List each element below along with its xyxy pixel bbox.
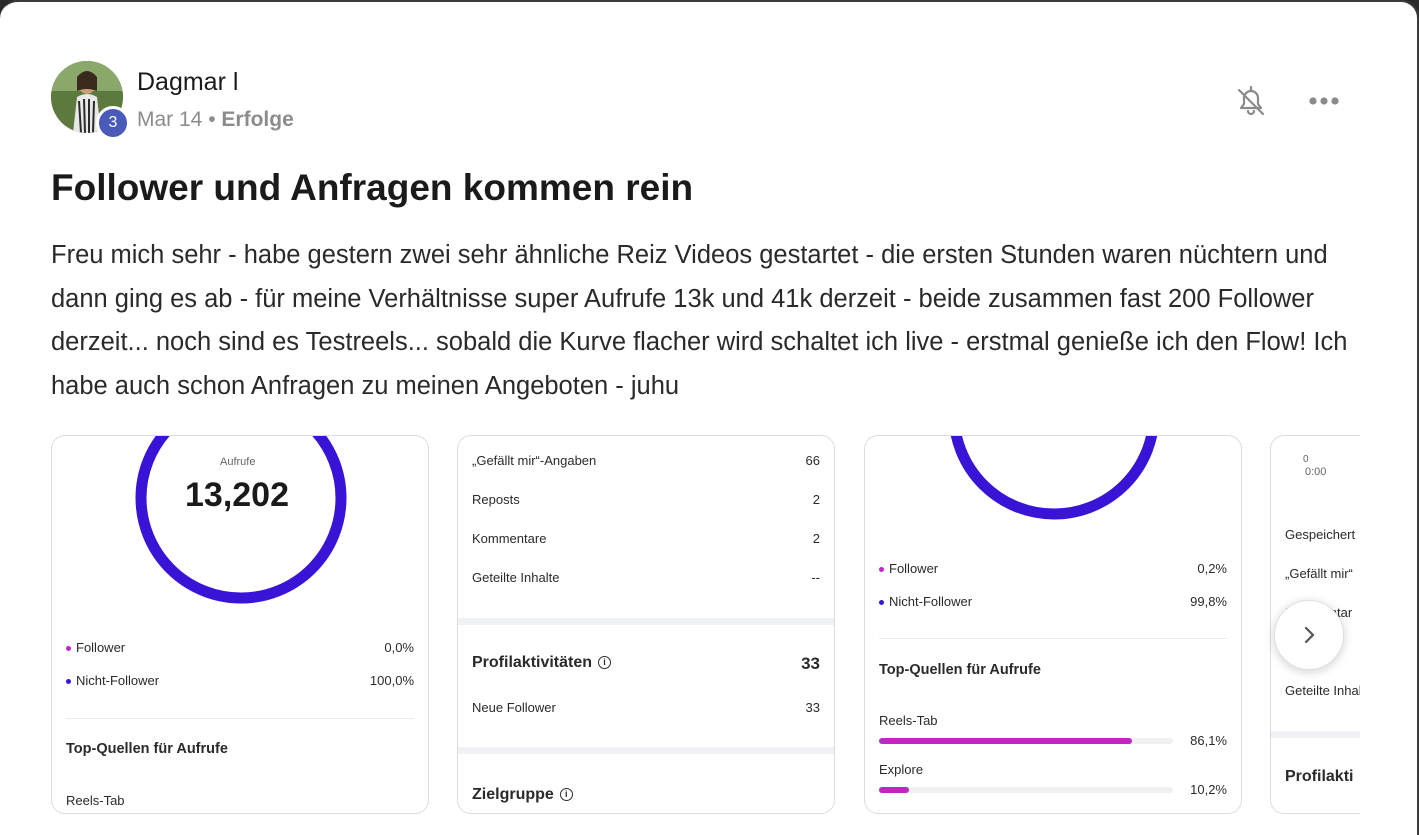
bar-label: Reels-Tab <box>66 793 125 808</box>
ring-value: 13,202 <box>185 476 289 514</box>
row-label: Nicht-Follower <box>879 594 972 609</box>
avatar[interactable] <box>51 61 123 133</box>
row-label: Follower <box>879 561 938 576</box>
info-icon: i <box>598 656 612 670</box>
post-category[interactable]: Erfolge <box>221 108 294 131</box>
gallery-image-3[interactable]: Follower 0,2% Nicht-Follower 99,8% Top-Q… <box>864 435 1242 814</box>
axis-time: 0:00 <box>1305 466 1327 478</box>
section-divider <box>458 747 834 754</box>
row-label: Geteilte Inhalte <box>472 570 560 585</box>
row-label: Follower <box>66 640 125 655</box>
gallery-image-1[interactable]: Aufrufe 13,202 Follower 0,0% Nicht-Follo… <box>51 435 429 814</box>
info-icon: i <box>559 788 573 802</box>
divider <box>66 718 414 719</box>
row-label: Reposts <box>472 492 520 507</box>
row-value: -- <box>811 570 820 585</box>
profile-activity-title: Profilakti <box>1285 768 1354 785</box>
gallery-image-2[interactable]: „Gefällt mir“-Angaben 66 Reposts 2 Komme… <box>457 435 835 814</box>
bar-fill <box>879 738 1133 744</box>
bar-track <box>879 738 1173 744</box>
bar-fill <box>879 787 909 793</box>
author-name[interactable]: Dagmar l <box>137 68 239 96</box>
section-divider <box>458 618 834 625</box>
section-title: Top-Quellen für Aufrufe <box>66 741 228 757</box>
row-label: Gespeichert <box>1285 527 1356 542</box>
row-value: 66 <box>805 453 820 468</box>
gallery-next-button[interactable] <box>1274 600 1344 670</box>
views-ring <box>135 436 347 604</box>
row-value: 2 <box>812 531 820 546</box>
image-gallery: Aufrufe 13,202 Follower 0,0% Nicht-Follo… <box>0 435 1360 815</box>
axis-zero: 0 <box>1303 454 1309 465</box>
row-label: Neue Follower <box>472 700 556 715</box>
post-date: Mar 14 <box>137 108 203 131</box>
post-title: Follower und Anfragen kommen rein <box>51 167 694 208</box>
profile-activity-value: 33 <box>801 654 820 673</box>
row-label: „Gefällt mir“ <box>1285 566 1353 581</box>
bell-off-icon[interactable] <box>1232 82 1270 120</box>
row-value: 100,0% <box>369 673 414 688</box>
avatar-photo <box>51 61 123 133</box>
divider <box>879 638 1227 639</box>
row-label: Kommentare <box>472 531 547 546</box>
row-value: 2 <box>812 492 820 507</box>
row-value: 33 <box>805 700 820 715</box>
post-meta: Mar 14 • Erfolge <box>137 108 294 132</box>
bar-track <box>879 787 1173 793</box>
chevron-right-icon <box>1304 626 1315 644</box>
ring-label: Aufrufe <box>220 456 256 468</box>
row-value: 0,2% <box>1197 561 1227 576</box>
row-label: Geteilte Inhalte <box>1285 683 1360 698</box>
level-badge: 3 <box>96 106 130 140</box>
views-ring <box>950 436 1158 520</box>
audience-title: Zielgruppe i <box>472 786 573 804</box>
section-divider <box>1271 731 1360 738</box>
meta-separator: • <box>208 108 216 131</box>
post-body: Freu mich sehr - habe gestern zwei sehr … <box>51 241 1348 400</box>
profile-activity-title: Profilaktivitäten i <box>472 654 612 672</box>
row-label: „Gefällt mir“-Angaben <box>472 453 597 468</box>
row-label: Nicht-Follower <box>66 673 159 688</box>
row-value: 0,0% <box>384 640 414 655</box>
bar-label: Reels-Tab <box>879 713 938 728</box>
section-title: Top-Quellen für Aufrufe <box>879 662 1041 678</box>
bar-value: 86,1% <box>1190 733 1227 748</box>
row-value: 99,8% <box>1190 594 1227 609</box>
more-horizontal-icon[interactable] <box>1304 84 1344 118</box>
bar-label: Explore <box>879 762 924 777</box>
bar-value: 10,2% <box>1190 782 1227 797</box>
